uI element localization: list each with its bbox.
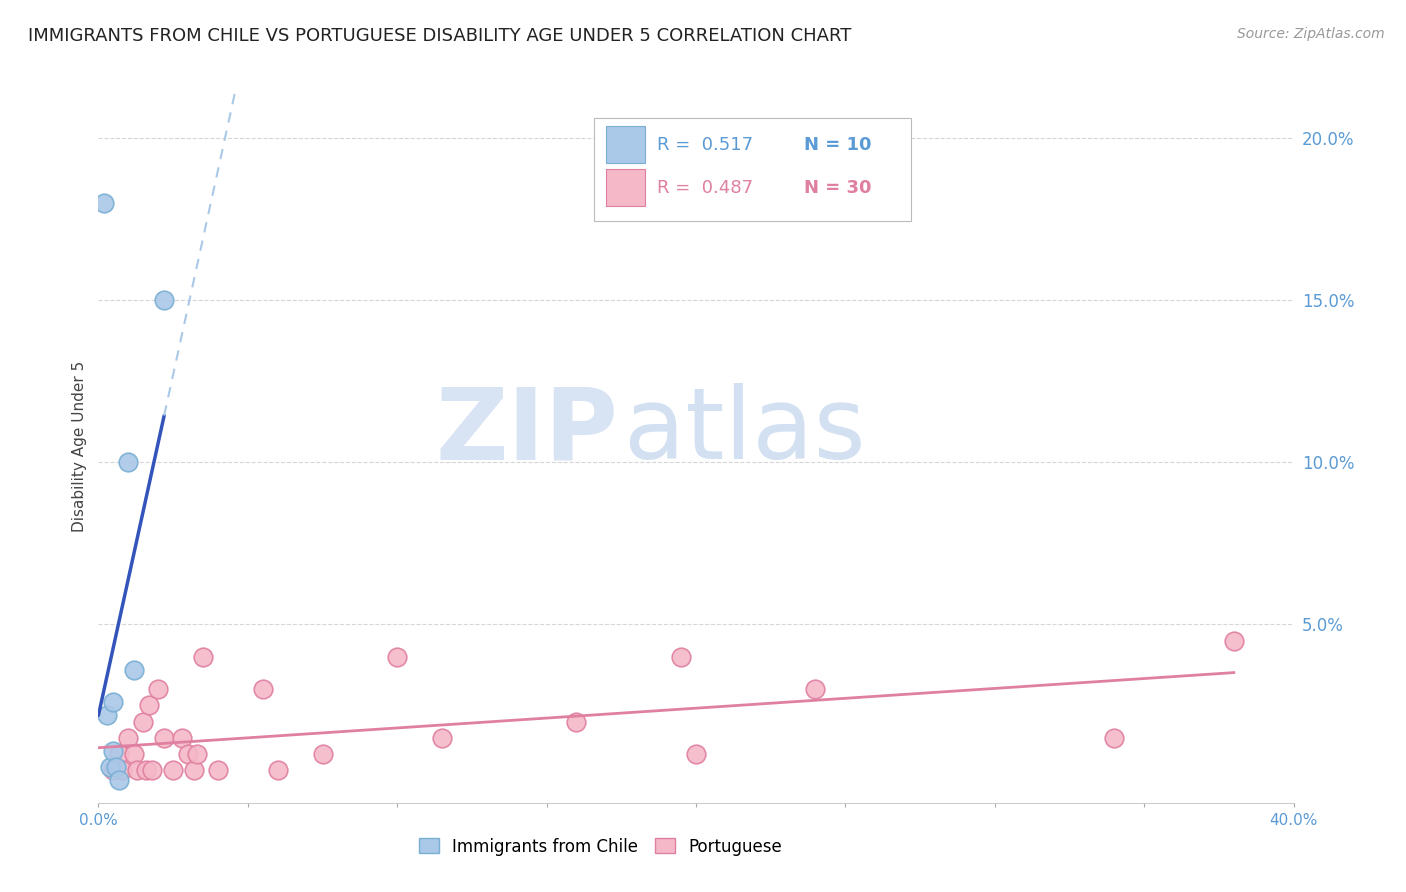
Point: [565, 714, 588, 729]
Text: IMMIGRANTS FROM CHILE VS PORTUGUESE DISABILITY AGE UNDER 5 CORRELATION CHART: IMMIGRANTS FROM CHILE VS PORTUGUESE DISA…: [28, 27, 852, 45]
Point: [311, 747, 333, 761]
Point: [385, 649, 409, 664]
Point: [186, 747, 208, 761]
FancyBboxPatch shape: [595, 118, 911, 221]
Point: [153, 293, 176, 307]
Point: [172, 731, 194, 745]
Point: [183, 764, 205, 778]
Point: [98, 760, 122, 774]
Point: [1223, 633, 1246, 648]
FancyBboxPatch shape: [606, 127, 644, 163]
FancyBboxPatch shape: [606, 169, 644, 206]
Point: [430, 731, 453, 745]
Text: atlas: atlas: [624, 384, 866, 480]
Y-axis label: Disability Age Under 5: Disability Age Under 5: [72, 360, 87, 532]
Point: [132, 714, 155, 729]
Point: [177, 747, 200, 761]
Point: [141, 764, 163, 778]
Point: [108, 773, 131, 788]
Point: [103, 744, 125, 758]
Point: [117, 731, 139, 745]
Point: [138, 698, 160, 713]
Point: [127, 764, 149, 778]
Point: [108, 747, 131, 761]
Point: [252, 682, 274, 697]
Point: [1104, 731, 1126, 745]
Point: [103, 764, 125, 778]
Point: [105, 760, 128, 774]
Text: Source: ZipAtlas.com: Source: ZipAtlas.com: [1237, 27, 1385, 41]
Point: [96, 708, 118, 723]
Point: [93, 195, 115, 210]
Point: [117, 455, 139, 469]
Point: [162, 764, 184, 778]
Point: [669, 649, 692, 664]
Point: [103, 695, 125, 709]
Point: [111, 764, 134, 778]
Point: [267, 764, 290, 778]
Point: [191, 649, 214, 664]
Point: [804, 682, 827, 697]
Text: ZIP: ZIP: [436, 384, 619, 480]
Legend: Immigrants from Chile, Portuguese: Immigrants from Chile, Portuguese: [412, 831, 789, 863]
Point: [135, 764, 157, 778]
Point: [124, 747, 146, 761]
Point: [148, 682, 170, 697]
Text: N = 10: N = 10: [804, 136, 872, 153]
Text: R =  0.487: R = 0.487: [657, 178, 752, 196]
Point: [207, 764, 229, 778]
Text: N = 30: N = 30: [804, 178, 872, 196]
Point: [685, 747, 707, 761]
Text: R =  0.517: R = 0.517: [657, 136, 752, 153]
Point: [153, 731, 176, 745]
Point: [124, 663, 146, 677]
